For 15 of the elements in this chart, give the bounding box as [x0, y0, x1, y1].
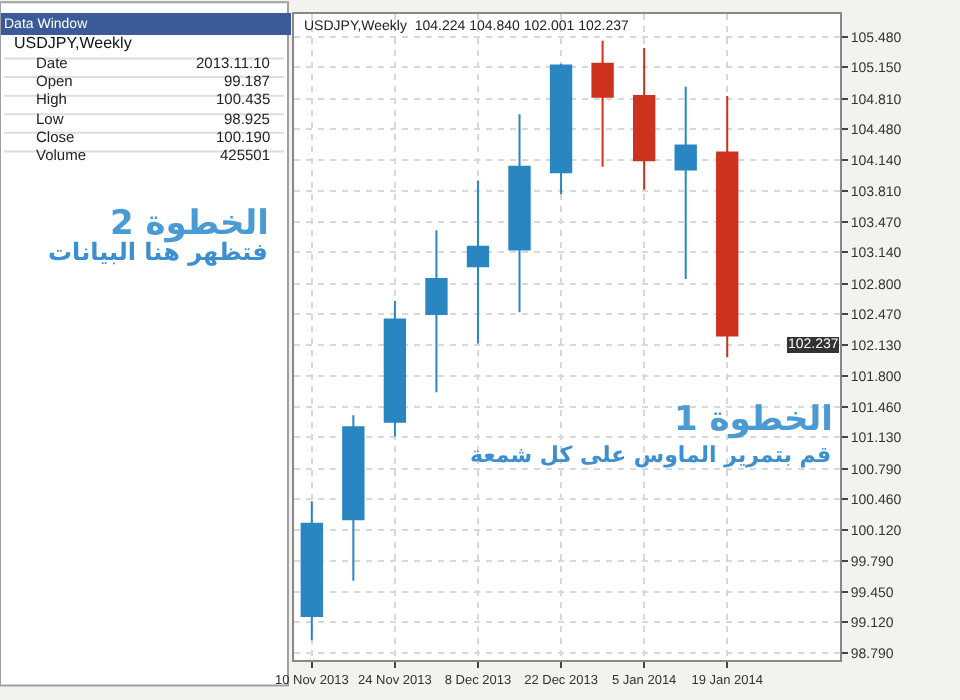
candlestick: [342, 414, 365, 582]
candlestick: [508, 113, 531, 314]
candlestick: [632, 47, 656, 191]
annotation: قم بتمرير الماوس على كل شمعة: [470, 442, 832, 468]
candlestick: [383, 300, 407, 438]
candlestick: [466, 179, 490, 345]
candlestick: [674, 85, 697, 281]
candlestick: [549, 62, 573, 196]
text: فتظهر هنا البيانات: [48, 238, 268, 266]
annotation: الخطوة 1: [674, 400, 833, 440]
candlestick: [425, 229, 448, 394]
candlestick: [591, 39, 614, 168]
text: الخطوة 2: [110, 204, 269, 244]
candlestick: [300, 500, 323, 642]
text: USDJPY,Weekly: [14, 34, 132, 52]
